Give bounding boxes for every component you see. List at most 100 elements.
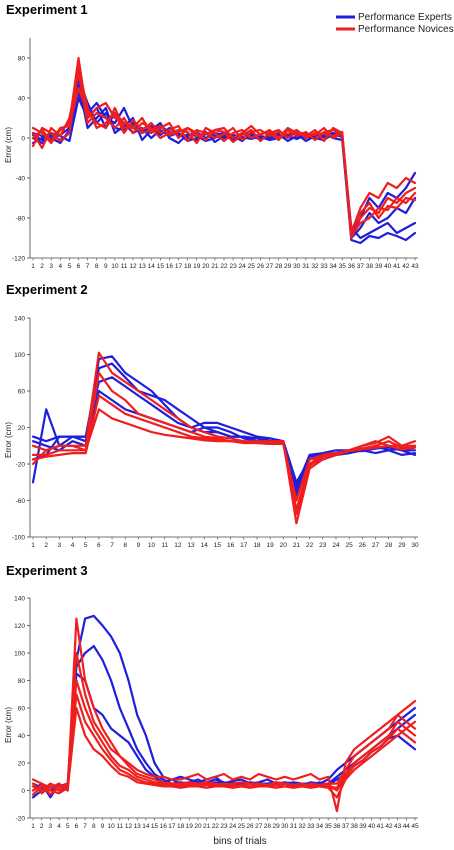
x-tick-label: 1: [31, 823, 35, 830]
x-tick-label: 37: [357, 263, 365, 270]
x-tick-label: 13: [187, 542, 195, 549]
x-tick-label: 32: [299, 823, 307, 830]
y-axis-label-experiment-2: Error (cm): [4, 422, 13, 458]
x-tick-label: 7: [83, 823, 87, 830]
x-tick-label: 21: [203, 823, 211, 830]
x-tick-label: 24: [239, 263, 247, 270]
y-tick-label: 20: [18, 760, 26, 767]
y-tick-label: 60: [18, 388, 26, 395]
x-tick-label: 23: [319, 542, 327, 549]
x-tick-label: 36: [348, 263, 356, 270]
x-tick-label: 20: [194, 823, 202, 830]
y-tick-label: 0: [21, 135, 25, 142]
y-tick-label: 0: [21, 788, 25, 795]
panel-title-experiment-1: Experiment 1: [6, 2, 88, 17]
x-tick-label: 21: [293, 542, 301, 549]
y-tick-label: 80: [18, 55, 26, 62]
legend-label-experts: Performance Experts: [358, 12, 452, 23]
x-tick-label: 2: [40, 823, 44, 830]
x-tick-label: 43: [411, 263, 419, 270]
x-tick-label: 13: [134, 823, 142, 830]
y-tick-label: 40: [18, 95, 26, 102]
x-tick-label: 30: [293, 263, 301, 270]
x-tick-label: 30: [411, 542, 419, 549]
series-line-novices: [31, 394, 417, 516]
x-tick-label: 4: [71, 542, 75, 549]
x-tick-label: 9: [101, 823, 105, 830]
x-tick-label: 10: [108, 823, 116, 830]
x-tick-label: 10: [148, 542, 156, 549]
x-tick-label: 35: [339, 263, 347, 270]
x-tick-label: 16: [227, 542, 235, 549]
y-tick-label: 40: [18, 733, 26, 740]
x-tick-label: 19: [186, 823, 194, 830]
y-tick-label: -80: [16, 215, 26, 222]
series-line-novices: [31, 66, 417, 240]
y-tick-label: 80: [18, 678, 26, 685]
x-tick-label: 23: [220, 823, 228, 830]
x-tick-label: 42: [402, 263, 410, 270]
x-tick-label: 2: [40, 263, 44, 270]
x-tick-label: 9: [104, 263, 108, 270]
x-tick-label: 33: [320, 263, 328, 270]
x-tick-label: 5: [68, 263, 72, 270]
x-tick-label: 19: [193, 263, 201, 270]
x-tick-label: 11: [121, 263, 128, 270]
x-tick-label: 4: [58, 263, 62, 270]
x-tick-label: 28: [264, 823, 272, 830]
x-tick-label: 23: [229, 263, 237, 270]
x-tick-label: 28: [385, 542, 393, 549]
x-tick-label: 44: [403, 823, 411, 830]
y-tick-label: 140: [14, 315, 25, 322]
x-tick-label: 1: [31, 542, 35, 549]
x-tick-label: 22: [220, 263, 228, 270]
x-tick-label: 27: [372, 542, 380, 549]
x-tick-label: 45: [411, 823, 419, 830]
x-tick-label: 1: [31, 263, 35, 270]
x-tick-label: 25: [346, 542, 354, 549]
x-tick-label: 5: [66, 823, 70, 830]
y-tick-label: 60: [18, 705, 26, 712]
x-tick-label: 15: [157, 263, 165, 270]
x-tick-label: 6: [75, 823, 79, 830]
x-tick-label: 36: [333, 823, 341, 830]
y-tick-label: -100: [12, 534, 25, 541]
x-tick-label: 28: [275, 263, 283, 270]
x-tick-label: 7: [110, 542, 114, 549]
y-tick-label: 120: [14, 623, 25, 630]
x-tick-label: 20: [280, 542, 288, 549]
x-tick-label: 32: [311, 263, 319, 270]
legend-label-novices: Performance Novices: [358, 24, 454, 35]
x-tick-label: 27: [255, 823, 263, 830]
x-tick-label: 31: [302, 263, 310, 270]
y-tick-label: 100: [14, 352, 25, 359]
series-line-novices: [31, 56, 417, 235]
x-tick-label: 39: [375, 263, 383, 270]
x-tick-label: 16: [166, 263, 174, 270]
x-tick-label: 2: [44, 542, 48, 549]
x-tick-label: 35: [325, 823, 333, 830]
x-tick-label: 11: [116, 823, 123, 830]
x-tick-label: 29: [272, 823, 280, 830]
x-tick-label: 34: [330, 263, 338, 270]
x-tick-label: 18: [177, 823, 185, 830]
series-line-novices: [31, 706, 417, 799]
x-tick-label: 7: [86, 263, 90, 270]
y-tick-label: -60: [16, 498, 26, 505]
series-line-novices: [31, 617, 417, 813]
y-axis-label-experiment-3: Error (cm): [4, 707, 13, 743]
x-tick-label: 24: [229, 823, 237, 830]
x-tick-label: 17: [240, 542, 248, 549]
x-tick-label: 30: [281, 823, 289, 830]
y-tick-label: 140: [14, 595, 25, 602]
x-tick-label: 26: [257, 263, 265, 270]
x-tick-label: 22: [306, 542, 314, 549]
x-tick-label: 26: [246, 823, 254, 830]
series-line-novices: [31, 71, 417, 238]
x-tick-label: 16: [160, 823, 168, 830]
x-tick-label: 17: [168, 823, 176, 830]
